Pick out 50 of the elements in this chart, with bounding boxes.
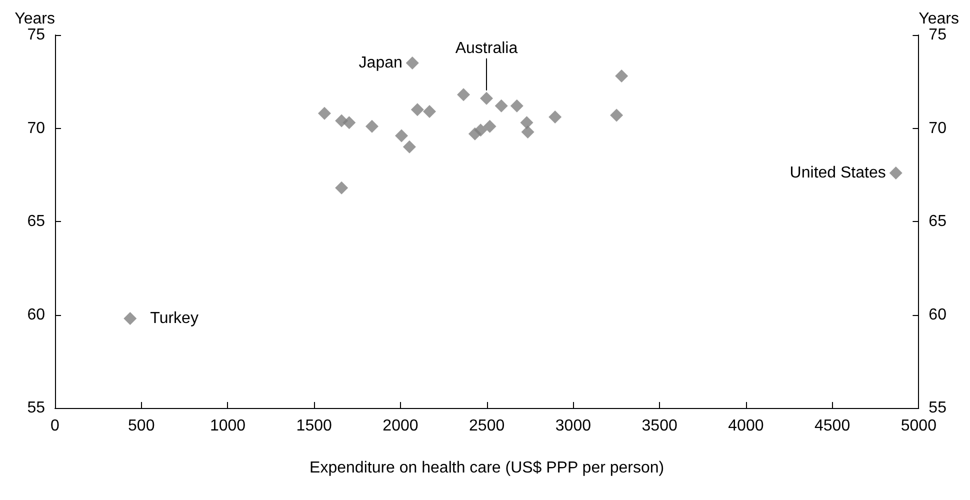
point — [422, 104, 436, 118]
point — [406, 56, 419, 70]
x-tick-label: 4000 — [728, 418, 764, 434]
y-tick-label: 55 — [27, 400, 46, 416]
point — [548, 110, 562, 124]
x-tick-label: 3500 — [642, 418, 678, 434]
point — [318, 106, 331, 120]
point — [124, 312, 137, 325]
x-axis-title: Expenditure on health care (US$ PPP per person) — [310, 460, 664, 476]
point — [335, 181, 348, 194]
point — [474, 124, 488, 137]
y-tick-label: 70 — [27, 120, 46, 137]
x-tick-label: 3000 — [555, 418, 592, 434]
y2-tick-label: 70 — [928, 120, 947, 137]
point — [483, 120, 496, 133]
point — [402, 140, 416, 154]
point — [520, 116, 534, 130]
y2-tick-label: 75 — [928, 26, 947, 44]
y2-tick-label: 60 — [928, 306, 947, 324]
x-tick-label: 1500 — [296, 418, 332, 434]
point — [615, 70, 628, 83]
x-tick-label: 5000 — [900, 418, 937, 434]
point — [342, 116, 356, 130]
point — [510, 99, 524, 112]
annotation: Japan — [358, 54, 402, 72]
y-tick-label: 60 — [27, 306, 46, 324]
y2-tick-label: 55 — [928, 400, 947, 416]
point — [889, 166, 902, 180]
y2-axis-title: Years — [918, 10, 959, 28]
x-tick-label: 4500 — [814, 418, 850, 434]
y-axis-title: Years — [14, 10, 55, 28]
annotation: Turkey — [150, 310, 198, 327]
x-tick-label: 2500 — [469, 418, 505, 434]
annotation: Australia — [455, 40, 518, 57]
point — [457, 88, 470, 102]
y-tick-label: 65 — [27, 213, 46, 230]
annotation: United States — [790, 164, 886, 182]
y-tick-label: 75 — [27, 26, 46, 44]
point — [521, 125, 534, 138]
x-tick-label: 1000 — [210, 418, 246, 434]
point — [365, 120, 378, 133]
x-tick-label: 500 — [128, 418, 155, 434]
x-tick-label: 0 — [50, 418, 60, 434]
point — [494, 99, 508, 112]
point — [480, 92, 493, 105]
y2-tick-label: 65 — [928, 213, 947, 230]
point — [610, 108, 624, 122]
x-tick-label: 2000 — [382, 418, 418, 434]
point — [395, 129, 408, 142]
point — [410, 103, 424, 116]
